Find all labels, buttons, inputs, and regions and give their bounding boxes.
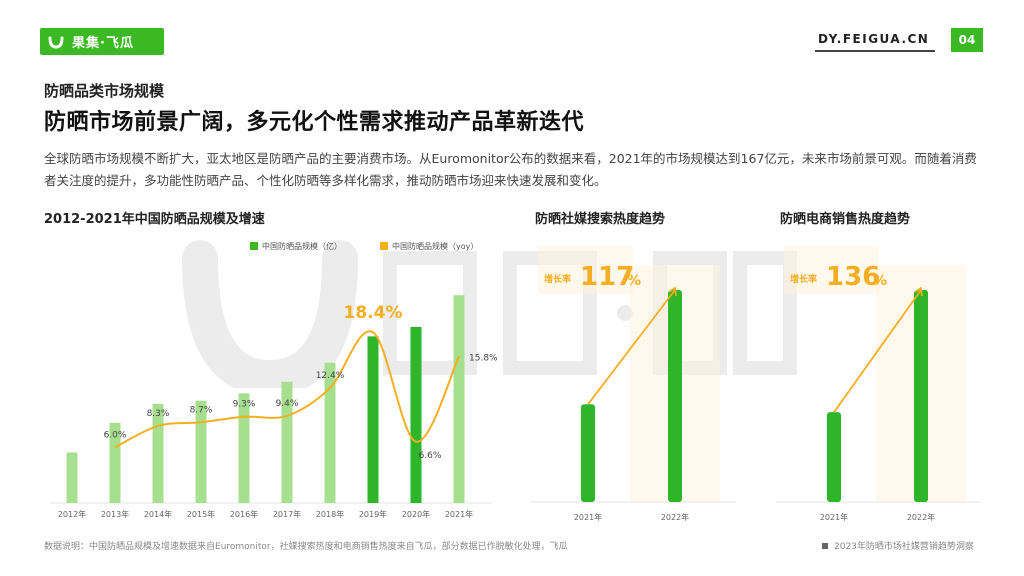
growth-value: 117 (580, 262, 634, 292)
report-name: 2023年防晒市场社媒营销趋势洞察 (822, 539, 974, 552)
x-tick-label: 2017年 (273, 509, 301, 519)
yoy-data-label: 12.4% (316, 371, 345, 381)
x-tick-label: 2021年 (574, 512, 602, 522)
chart-title-ecommerce: 防晒电商销售热度趋势 (780, 212, 911, 227)
ecommerce-sales-chart: 2021年 2022年 增长率 136% (776, 246, 981, 522)
bar-2022年 (914, 290, 928, 502)
yoy-data-label: 9.4% (276, 399, 299, 409)
growth-band (538, 246, 633, 294)
yoy-data-label: 8.3% (147, 409, 170, 419)
bar-2021年 (581, 404, 595, 502)
page-number: 04 (951, 28, 983, 52)
bar-2013年 (109, 422, 121, 503)
yoy-data-label: 18.4% (344, 303, 403, 323)
brand-logo: 果集·飞瓜 (40, 28, 164, 55)
growth-label: 增长率 (790, 273, 817, 285)
trend-line (833, 289, 922, 413)
market-size-chart: 中国防晒品规模（亿） 中国防晒品规模（yoy） 6.0% 8.3% 8.7% 9.3%… (50, 241, 498, 519)
report-label: 2023年防晒市场社媒营销趋势洞察 (834, 542, 974, 552)
growth-unit: % (873, 273, 887, 289)
legend-label-yoy: 中国防晒品规模（yoy） (392, 241, 478, 251)
growth-value: 136 (826, 262, 880, 292)
bar-2021年 (453, 295, 465, 503)
bar-2015年 (195, 400, 207, 503)
yoy-data-label: 15.8% (469, 353, 498, 363)
social-search-chart: 2021年 2022年 增长率 117% (530, 246, 735, 522)
logo-icon (48, 36, 64, 49)
description-text: 全球防晒市场规模不断扩大，亚太地区是防晒产品的主要消费市场。从Euromonit… (44, 151, 977, 188)
bar-2019年 (367, 336, 379, 503)
x-tick-label: 2019年 (359, 509, 387, 519)
report-bullet (822, 542, 828, 549)
bar-2016年 (238, 393, 250, 503)
x-tick-label: 2018年 (316, 509, 344, 519)
yoy-line (114, 330, 460, 449)
chart-title-social: 防晒社媒搜索热度趋势 (535, 212, 666, 227)
x-tick-label: 2012年 (58, 509, 86, 519)
site-url: DY.FEIGUA.CN (818, 32, 930, 46)
trend-line (587, 289, 676, 405)
data-source-note: 数据说明：中国防晒品规模及增速数据来自Euromonitor，社媒搜索热度和电商… (44, 542, 568, 552)
growth-band (784, 246, 879, 294)
bar-2014年 (152, 403, 164, 503)
arrow-head-icon (668, 286, 677, 297)
bar-2022年 (668, 290, 682, 502)
bar-2018年 (324, 362, 336, 503)
logo-text: 果集·飞瓜 (72, 36, 134, 51)
x-tick-label: 2021年 (820, 512, 848, 522)
bar-2017年 (281, 381, 293, 503)
x-tick-label: 2021年 (445, 509, 473, 519)
growth-label: 增长率 (544, 273, 571, 285)
section-title: 防晒品类市场规模 (44, 82, 165, 100)
legend-swatch-size (250, 242, 258, 250)
bar-2021年 (827, 412, 841, 502)
x-tick-label: 2016年 (230, 509, 258, 519)
chart-title-main: 2012-2021年中国防晒品规模及增速 (44, 212, 265, 227)
x-tick-label: 2013年 (101, 509, 129, 519)
arrow-head-icon (914, 286, 923, 297)
page-title: 防晒市场前景广阔，多元化个性需求推动产品革新迭代 (44, 110, 585, 135)
x-tick-label: 2014年 (144, 509, 172, 519)
x-tick-label: 2015年 (187, 509, 215, 519)
yoy-data-label: 8.7% (190, 405, 213, 415)
bar-2020年 (410, 326, 422, 503)
site-underline (815, 50, 935, 52)
legend-label-size: 中国防晒品规模（亿） (262, 241, 342, 251)
yoy-data-label: 6.6% (419, 451, 442, 461)
bar-2012年 (66, 452, 78, 503)
x-tick-label: 2020年 (402, 509, 430, 519)
yoy-data-label: 9.3% (233, 400, 256, 410)
legend-swatch-yoy (380, 242, 388, 250)
yoy-data-label: 6.0% (104, 430, 127, 440)
x-tick-label: 2022年 (907, 512, 935, 522)
x-tick-label: 2022年 (661, 512, 689, 522)
growth-unit: % (627, 273, 641, 289)
chart-legend: 中国防晒品规模（亿） 中国防晒品规模（yoy） (250, 241, 478, 251)
